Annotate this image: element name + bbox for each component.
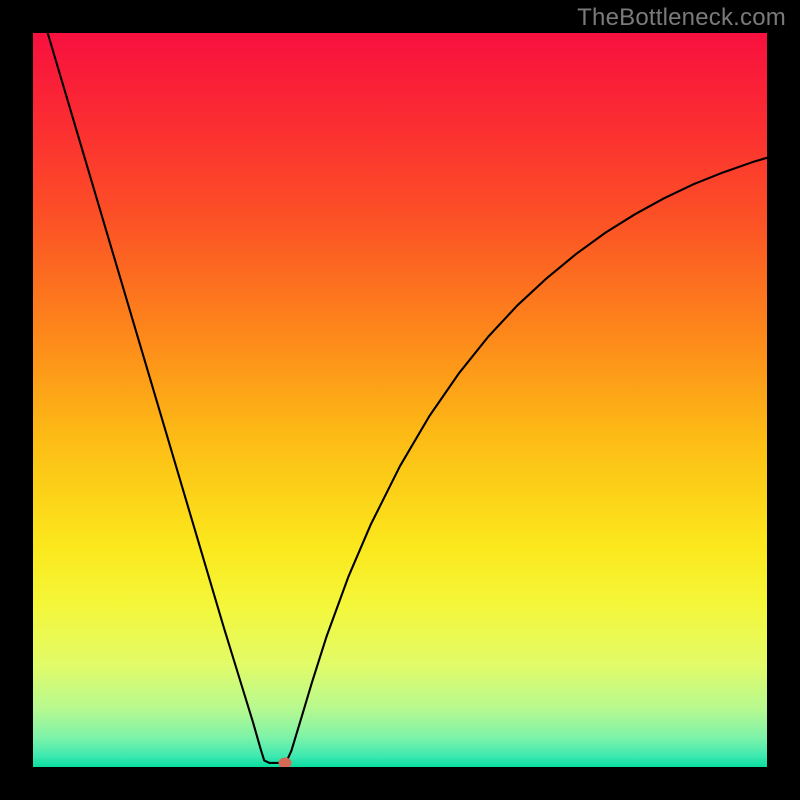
watermark-text: TheBottleneck.com — [577, 4, 786, 32]
optimum-marker — [279, 757, 292, 767]
plot-svg — [33, 33, 767, 767]
plot-area — [33, 33, 767, 767]
plot-background — [33, 33, 767, 767]
